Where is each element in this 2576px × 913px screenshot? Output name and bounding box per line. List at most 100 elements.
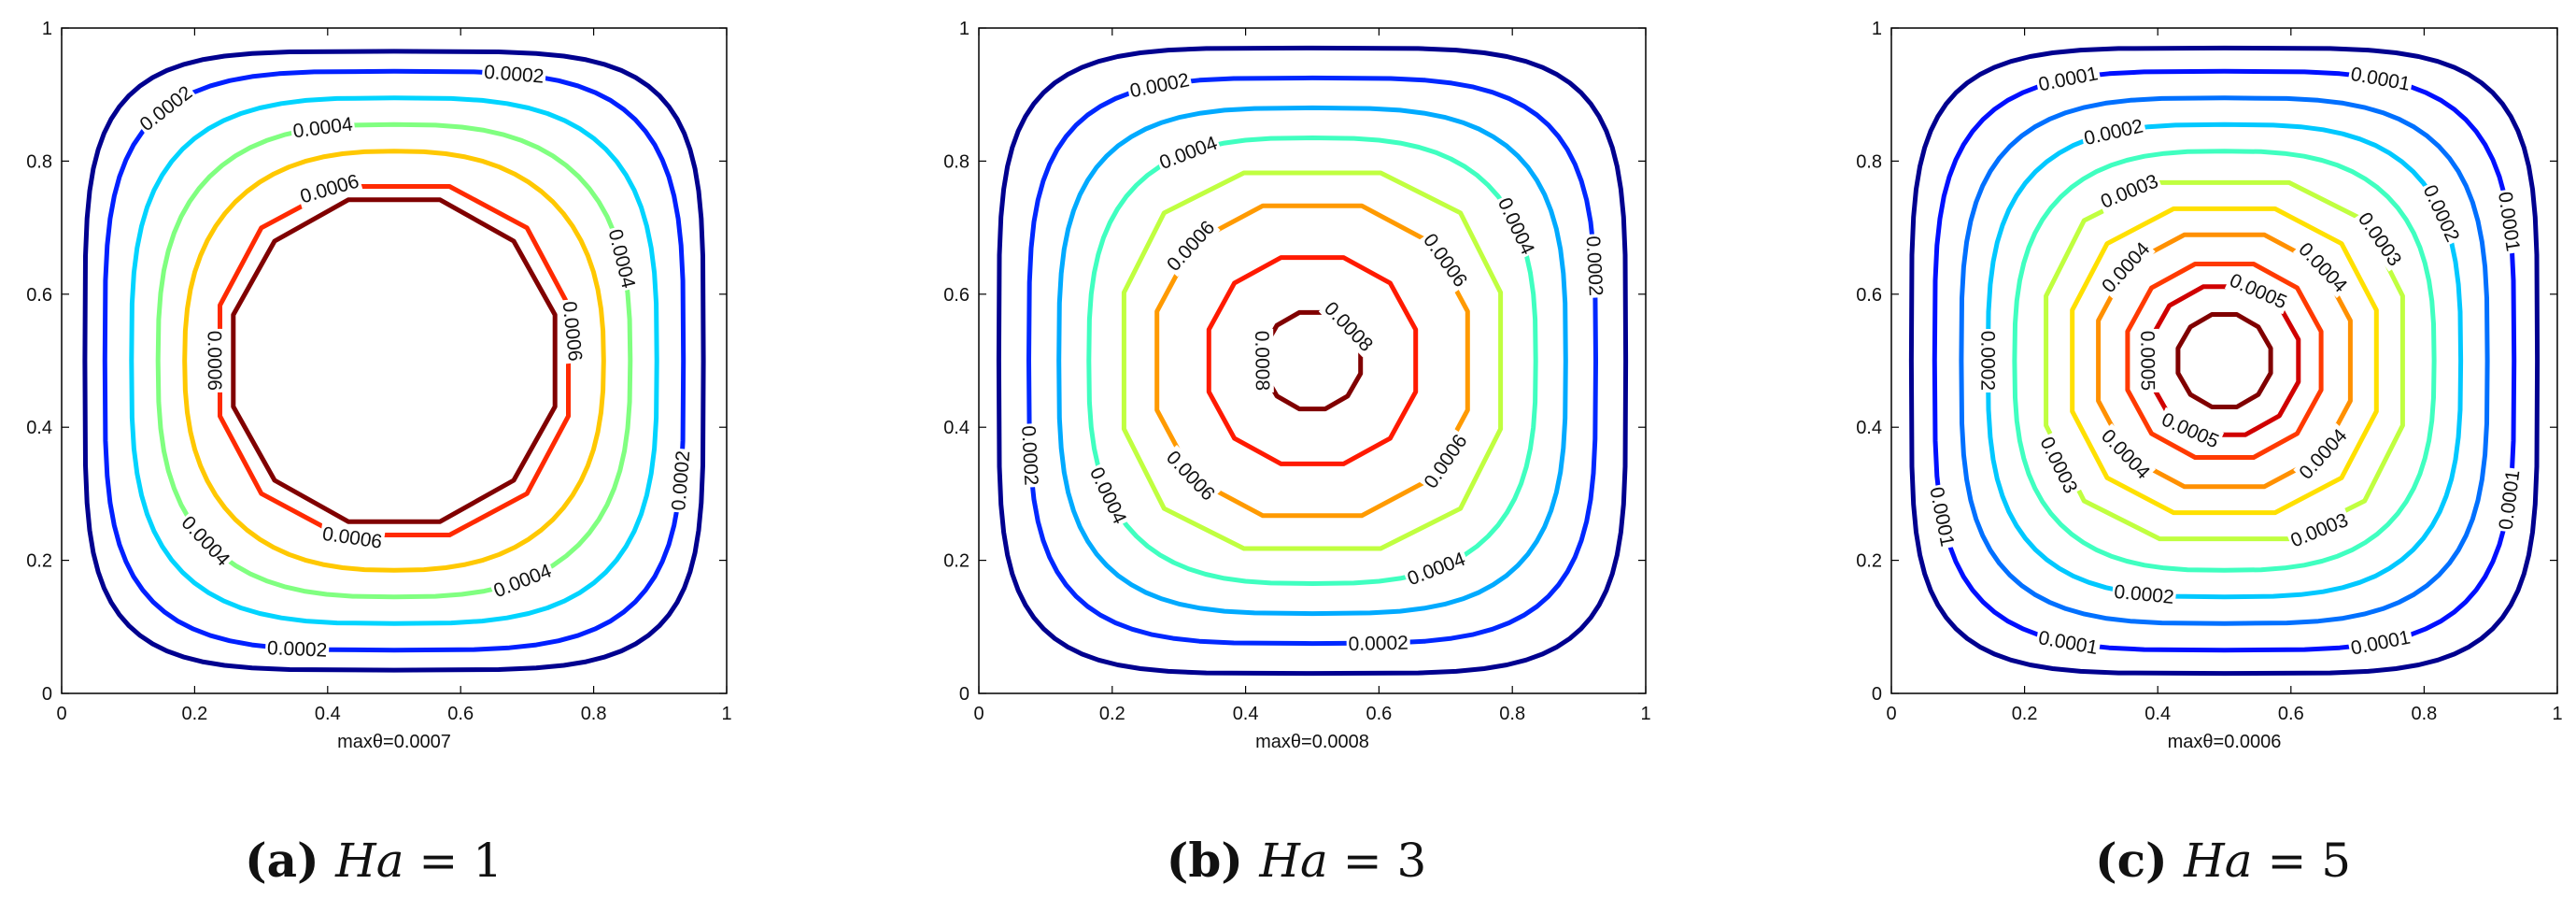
contour-label: 0.0002 (2419, 181, 2464, 245)
contour-label-bg (2494, 466, 2525, 534)
caption-param: Ha (334, 834, 403, 888)
contour-line (1206, 255, 1419, 466)
caption-param: Ha (2183, 834, 2252, 888)
contour-line (2125, 262, 2324, 460)
x-tick-label: 1 (2552, 704, 2562, 724)
caption-value: = 5 (2253, 834, 2352, 888)
contour-label-bg (2293, 422, 2353, 486)
x-tick-label: 0.4 (1233, 704, 1259, 724)
contour-line (231, 197, 558, 524)
contour-label-bg (1154, 131, 1223, 175)
contour-label-bg (2417, 179, 2466, 248)
contour-line (996, 45, 1629, 677)
contour-label: 0.0008 (1251, 331, 1273, 391)
y-tick-label: 0 (42, 684, 52, 705)
contour-label: 0.0001 (2037, 63, 2100, 95)
contour-label-bg (667, 448, 695, 514)
contour-line (2012, 149, 2437, 573)
axes-frame (61, 27, 728, 694)
contour-label-bg (1084, 462, 1132, 530)
contour-label: 0.0002 (1128, 69, 1191, 102)
contour-line (102, 68, 686, 653)
contour-label-bg (203, 328, 226, 393)
contour-label-bg (2034, 431, 2084, 499)
contour-label: 0.0002 (136, 82, 197, 136)
contour-line (2070, 206, 2379, 516)
x-tick-label: 0.8 (581, 704, 607, 724)
contour-line (155, 121, 633, 600)
panel-caption: (c) Ha = 5 (2095, 833, 2351, 888)
contour-label-bg (488, 558, 557, 603)
contour-label-bg (1251, 328, 1274, 393)
contour-line (82, 49, 706, 673)
contour-label: 0.0003 (2287, 509, 2351, 552)
x-axis-label: maxθ=0.0008 (1255, 732, 1369, 752)
y-tick-label: 0.2 (26, 551, 52, 572)
contour-label-bg (1924, 483, 1960, 550)
x-tick-label: 0.2 (1099, 704, 1125, 724)
contour-label: 0.0002 (267, 637, 328, 662)
x-axis-label: maxθ=0.0006 (2168, 732, 2282, 752)
contour-label-bg (2347, 62, 2414, 96)
y-tick-label: 0 (959, 684, 970, 705)
caption-letter: (a) (245, 833, 335, 888)
contour-label-bg (2034, 61, 2102, 96)
x-axis-label: maxθ=0.0007 (337, 732, 451, 752)
x-tick-label: 0.8 (1499, 704, 1525, 724)
x-tick-label: 1 (1640, 704, 1650, 724)
y-tick-label: 0.2 (943, 551, 970, 572)
contour-label-bg (2157, 407, 2225, 454)
contour-label-bg (1125, 67, 1194, 103)
y-tick-label: 0.6 (26, 285, 52, 306)
contour-label: 0.0006 (298, 170, 361, 207)
contour-label-bg (1402, 547, 1470, 591)
contour-label: 0.0004 (1156, 133, 1221, 175)
axes-frame (978, 27, 1647, 694)
panel-caption: (a) Ha = 1 (245, 833, 502, 888)
contour-label: 0.0006 (204, 331, 225, 391)
contour-label: 0.0006 (321, 523, 384, 553)
contour-label: 0.0003 (2098, 170, 2161, 213)
contour-label-bg (2111, 579, 2177, 609)
caption-letter: (c) (2095, 833, 2184, 888)
contour-label-bg (481, 60, 547, 88)
contour-label: 0.0004 (1085, 464, 1130, 527)
contour-line (1985, 121, 2464, 600)
contour-label: 0.0006 (1419, 230, 1471, 292)
caption-letter: (b) (1167, 833, 1260, 888)
y-tick-label: 0.6 (943, 285, 970, 306)
contour-line (1154, 203, 1470, 519)
contour-label-bg (176, 509, 236, 572)
x-tick-label: 0.4 (2144, 704, 2171, 724)
contour-label: 0.0004 (604, 227, 640, 291)
y-tick-label: 0.4 (943, 418, 970, 438)
contour-label: 0.0002 (668, 449, 694, 511)
contour-label: 0.0004 (177, 512, 234, 571)
contour-label-bg (2292, 236, 2354, 299)
contour-line (1121, 170, 1504, 551)
x-tick-label: 0.4 (315, 704, 341, 724)
contour-label: 0.0006 (1163, 217, 1219, 276)
contour-line (2175, 312, 2273, 409)
contour-label-bg (1017, 422, 1043, 488)
y-tick-label: 0.4 (1856, 418, 1882, 438)
contour-line (1026, 75, 1598, 647)
contour-line (1932, 68, 2517, 653)
caption-value: = 1 (404, 834, 503, 888)
x-tick-label: 0.2 (181, 704, 207, 724)
contour-line (182, 149, 606, 573)
contour-label-bg (2034, 625, 2102, 660)
contour-label-bg (1346, 631, 1410, 655)
contour-label: 0.0006 (1162, 447, 1219, 505)
contour-label: 0.0001 (2494, 191, 2524, 253)
contour-label: 0.0006 (1420, 431, 1471, 492)
contour-label-bg (318, 521, 386, 554)
contour-label-bg (603, 224, 641, 292)
contour-label-bg (264, 636, 330, 662)
x-tick-label: 0 (973, 704, 984, 724)
contour-label: 0.0001 (2349, 64, 2412, 95)
contour-label-bg (2136, 328, 2159, 393)
contour-label-bg (2346, 625, 2414, 661)
contour-label-bg (134, 79, 198, 137)
